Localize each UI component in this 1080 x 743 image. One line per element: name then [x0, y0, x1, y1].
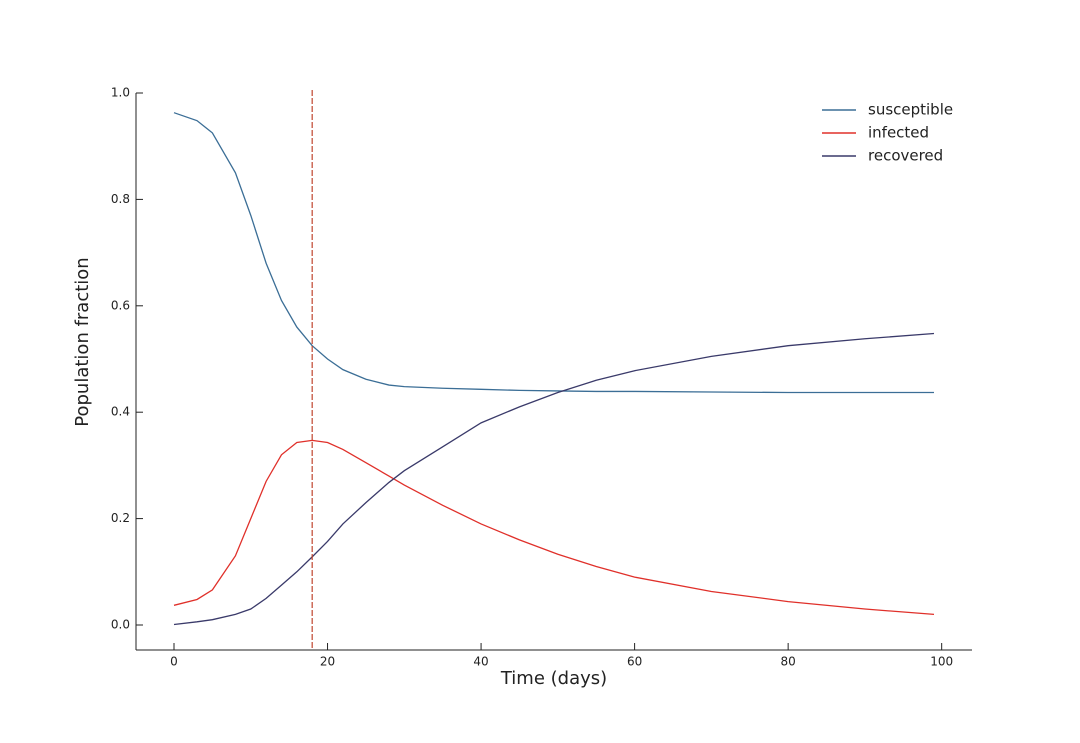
- y-tick-label: 0.6: [111, 298, 130, 312]
- legend-label: susceptible: [868, 101, 953, 119]
- legend-label: recovered: [868, 147, 943, 165]
- line-series: [173, 439, 935, 616]
- legend-label: infected: [868, 124, 929, 142]
- line-series: [173, 112, 934, 394]
- y-axis-label: Population fraction: [72, 257, 93, 426]
- x-tick-label: 20: [320, 655, 335, 669]
- y-tick-label: 0.0: [111, 617, 130, 631]
- x-tick-label: 100: [930, 655, 953, 669]
- y-tick-label: 0.2: [111, 511, 130, 525]
- x-tick-label: 0: [170, 655, 178, 669]
- x-tick-label: 80: [781, 655, 796, 669]
- x-tick-label: 60: [627, 655, 642, 669]
- line-series: [173, 332, 935, 626]
- x-axis-label: Time (days): [500, 668, 607, 689]
- y-tick-label: 1.0: [111, 86, 130, 100]
- y-tick-label: 0.4: [111, 405, 130, 419]
- y-tick-label: 0.8: [111, 192, 130, 206]
- x-tick-label: 40: [473, 655, 488, 669]
